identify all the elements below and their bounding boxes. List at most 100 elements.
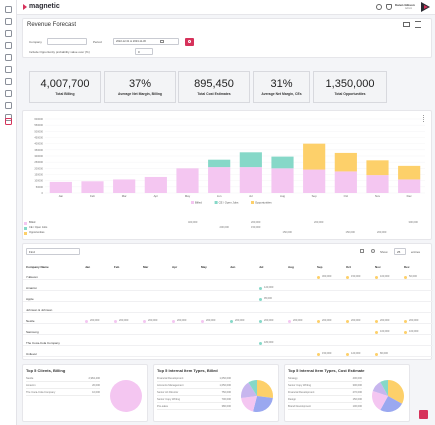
summary-value: 400,000 (188, 221, 198, 224)
monitor-icon[interactable] (403, 22, 410, 27)
table-row[interactable] (23, 316, 433, 324)
period-input[interactable]: 2022-12-31 to 2023-11-30 (113, 38, 179, 45)
x-tick-label: Jan (59, 194, 64, 198)
item-name: Nestle (26, 377, 34, 380)
month-value: 200,000 (380, 319, 390, 322)
status-dot (317, 275, 320, 279)
top5-panel: Top 5 Internal Item Types, Billed Financi… (153, 364, 279, 422)
company-name[interactable]: Samsung (26, 330, 39, 334)
column-header[interactable]: Oct (346, 265, 352, 269)
summary-value: 200,000 (219, 226, 229, 229)
contacts-icon[interactable] (5, 18, 12, 25)
table-row[interactable] (23, 305, 433, 313)
column-header[interactable]: Dec (404, 265, 410, 269)
bar-billed (144, 176, 167, 193)
column-header[interactable]: Mar (143, 265, 149, 269)
dollar-icon[interactable] (5, 30, 12, 37)
pie-chart (241, 380, 273, 412)
panel-title: Top 5 Internal Item Types, Cost Estimate (288, 368, 365, 373)
bar-billed (49, 181, 72, 193)
y-tick-label: 450000 (34, 136, 43, 140)
table-row[interactable] (23, 327, 433, 335)
calendar-icon[interactable] (5, 54, 12, 61)
home-icon[interactable] (5, 6, 12, 13)
table-row[interactable] (23, 294, 433, 302)
status-dot (375, 319, 378, 323)
table-row[interactable] (23, 272, 433, 280)
kpi-total-opportunities: 1,350,000 Total Opportunities (313, 71, 387, 103)
company-name[interactable]: Unilever (26, 352, 38, 356)
settings-icon[interactable] (5, 114, 12, 121)
user-role: Admin (405, 7, 413, 10)
bar-billed (303, 169, 326, 193)
y-tick-label: 500000 (34, 129, 43, 133)
column-header[interactable]: Apr (172, 265, 178, 269)
column-header[interactable]: Jul (259, 265, 264, 269)
download-icon[interactable] (360, 249, 364, 253)
settings-icon[interactable] (371, 249, 375, 253)
column-header[interactable]: Aug (288, 265, 294, 269)
month-value: 200,000 (177, 319, 187, 322)
find-input[interactable]: Find (26, 248, 80, 255)
company-name[interactable]: Amazon (26, 286, 38, 290)
x-tick-label: Sep (312, 194, 317, 198)
briefcase-icon[interactable] (5, 42, 12, 49)
status-dot (375, 352, 378, 356)
legend-swatch (251, 201, 254, 204)
clock-icon[interactable] (5, 66, 12, 73)
summary-value: 200,000 (251, 221, 261, 224)
status-dot (288, 319, 291, 323)
company-name[interactable]: Apple (26, 297, 34, 301)
bell-icon[interactable] (386, 4, 392, 10)
month-value: 100,000 (409, 330, 419, 333)
item-value: 750,000 (221, 391, 231, 394)
summary-value: 300,000 (408, 221, 418, 224)
user-name[interactable]: Karen Gibson (395, 3, 415, 7)
column-header[interactable]: Feb (114, 265, 120, 269)
company-name[interactable]: Johnson & Johnson (26, 308, 53, 312)
table-row[interactable] (23, 338, 433, 346)
column-header[interactable]: Sep (317, 265, 323, 269)
item-value: 1,050,000 (219, 377, 231, 380)
company-name[interactable]: Nestle (26, 319, 35, 323)
probability-input[interactable]: 0 (135, 48, 153, 55)
x-tick-label: Dec (407, 194, 413, 198)
month-value: 200,000 (409, 319, 419, 322)
calendar-icon[interactable] (160, 40, 164, 43)
column-header[interactable]: May (201, 265, 207, 269)
status-dot (346, 275, 349, 279)
box-icon[interactable] (5, 78, 12, 85)
company-select[interactable] (47, 38, 87, 45)
kpi-value: 1,350,000 (325, 78, 375, 90)
company-name[interactable]: The Coca-Cola Company (26, 341, 60, 345)
show-select[interactable]: 25 (394, 248, 406, 255)
clock-icon[interactable] (376, 4, 382, 10)
chat-button[interactable] (419, 410, 428, 419)
x-tick-label: Jul (249, 194, 253, 198)
column-header[interactable]: Nov (375, 265, 381, 269)
include-label: Include Opportunity probability value ov… (29, 50, 90, 54)
column-header[interactable]: Company Name (26, 265, 49, 269)
reports-icon[interactable] (5, 118, 12, 125)
table-row[interactable] (23, 349, 433, 357)
pin-icon[interactable] (415, 21, 421, 28)
bar-billed (366, 175, 389, 193)
column-header[interactable]: Jan (85, 265, 91, 269)
people-icon[interactable] (5, 90, 12, 97)
kpi-value: 4,007,700 (40, 78, 90, 90)
column-header[interactable]: Jun (230, 265, 236, 269)
company-name[interactable]: 7-Eleven (26, 275, 38, 279)
list-item: Amazon 20,000 (26, 383, 100, 389)
legend-swatch (214, 201, 218, 204)
chart-card: 600000 550000 500000 450000 400000 350000 3000… (22, 110, 432, 240)
list-item: Strategy 400,000 (288, 376, 362, 382)
month-value: 200,000 (264, 319, 274, 322)
pie-slice (380, 396, 403, 412)
folder-icon[interactable] (5, 102, 12, 109)
y-tick-label: 200000 (34, 166, 43, 170)
table-row[interactable] (23, 283, 433, 291)
y-tick-label: 300000 (34, 154, 43, 158)
menu-icon[interactable] (423, 115, 426, 122)
list-item: Senior Copy Writing 700,000 (157, 397, 231, 403)
kpi-value: 31% (270, 78, 293, 90)
